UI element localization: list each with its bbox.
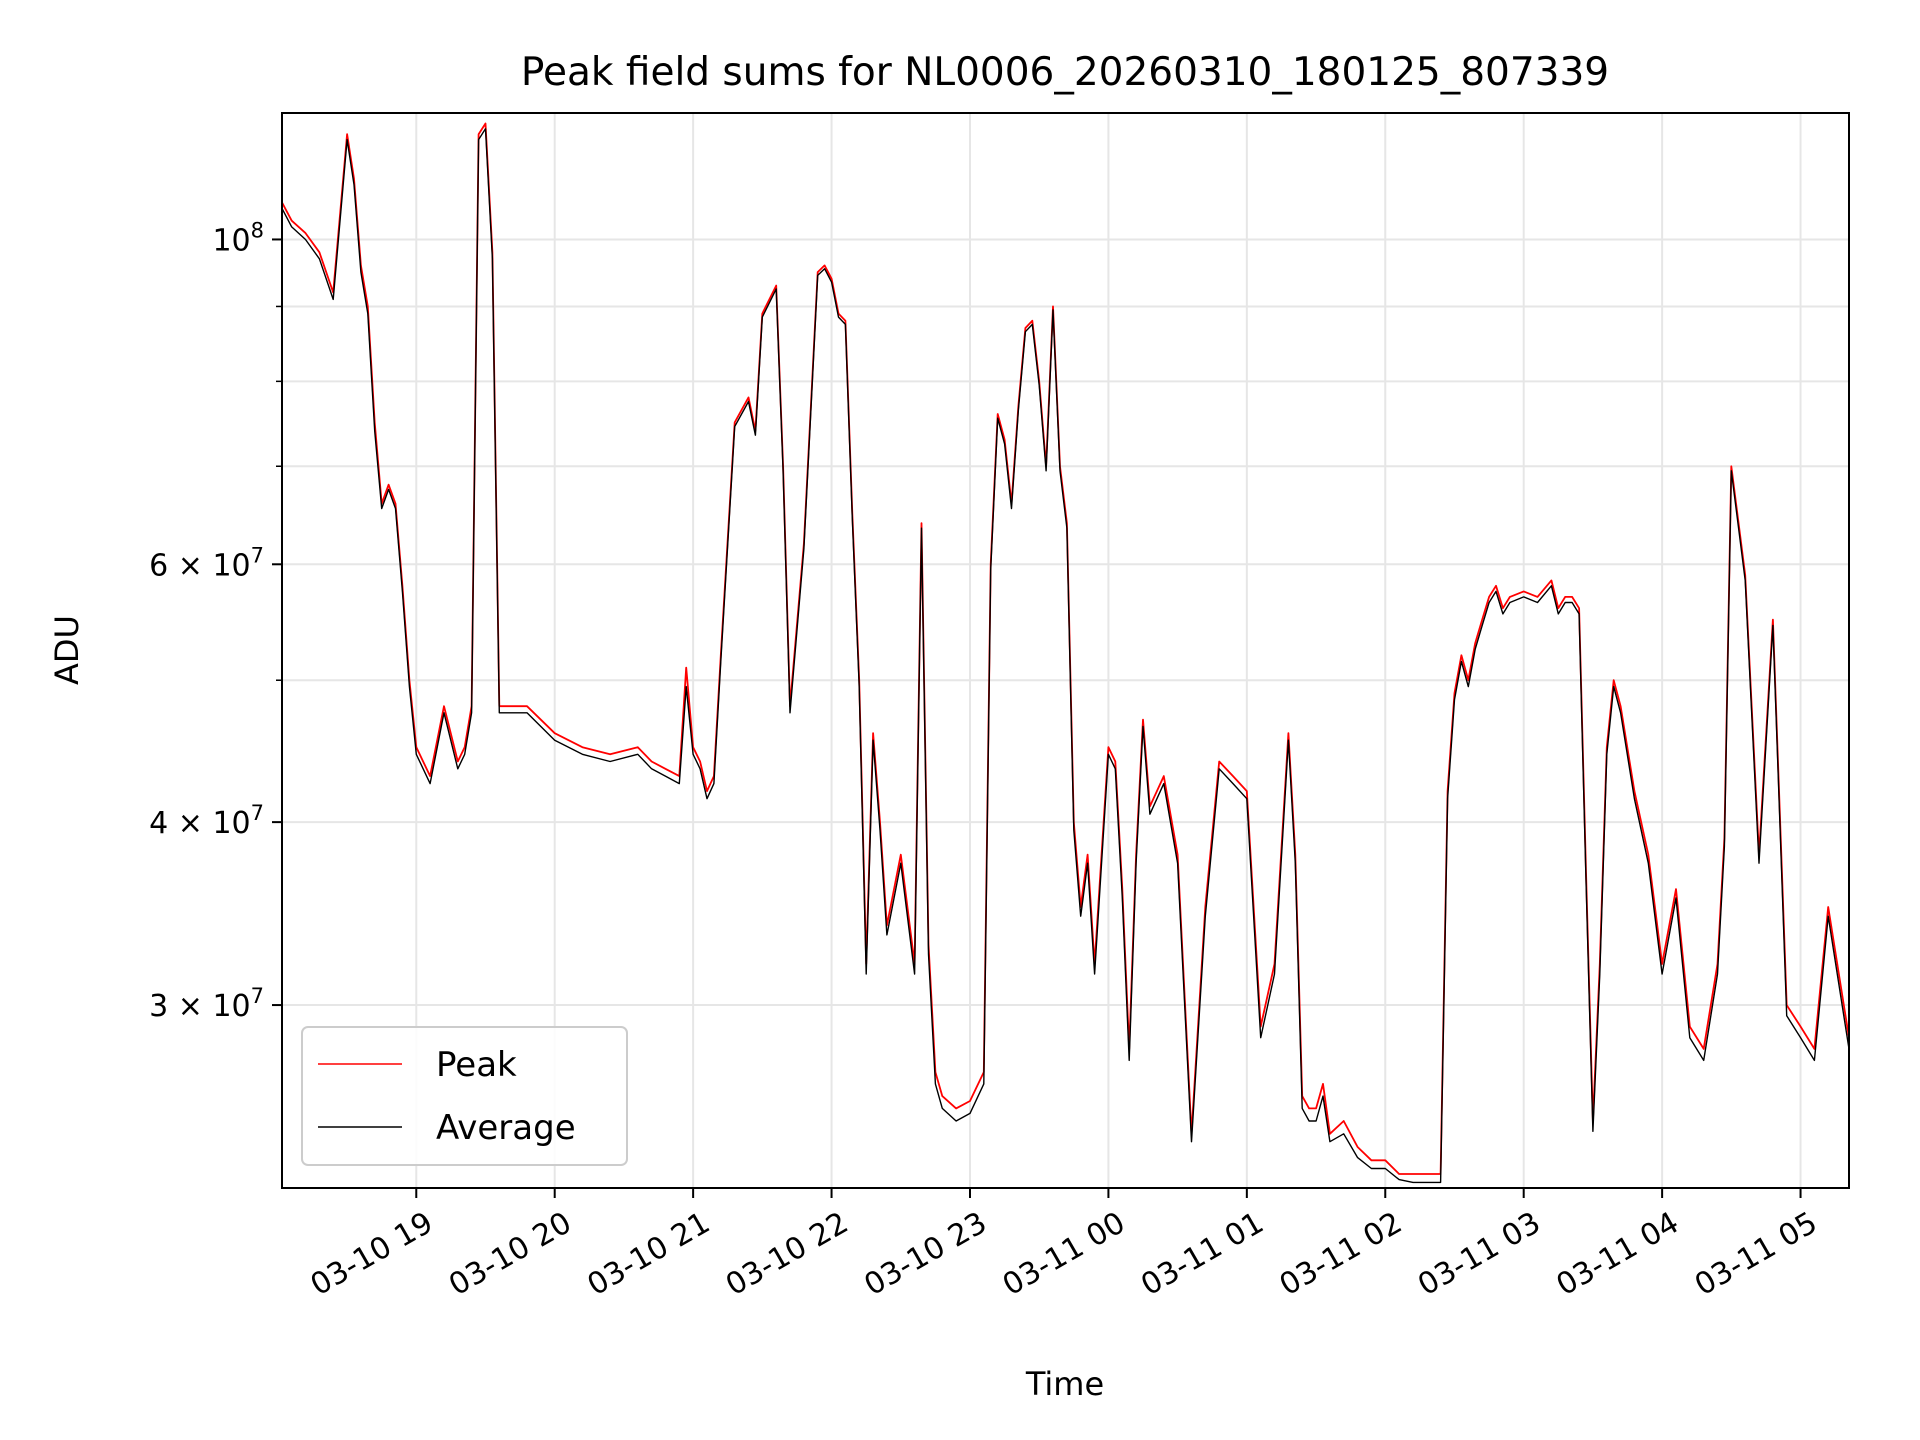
legend-label-peak: Peak [436, 1045, 517, 1085]
legend-box [301, 1026, 628, 1166]
series-lines [281, 122, 1850, 1184]
y-tick-label: 4 × 107 [149, 801, 264, 841]
series-line-average [281, 128, 1850, 1184]
legend-label-average: Average [436, 1108, 576, 1148]
y-axis: 3 × 107 4 × 107 6 × 107 108 [149, 218, 282, 1024]
y-tick-label: 108 [212, 218, 264, 258]
y-axis-title: ADU [48, 615, 86, 685]
y-tick-label: 3 × 107 [149, 984, 264, 1024]
plot-frame [281, 112, 1850, 1189]
chart-title: Peak field sums for NL0006_20260310_1801… [521, 50, 1609, 95]
y-tick-label: 6 × 107 [149, 543, 264, 583]
legend: Peak Average [301, 1026, 628, 1166]
x-axis-title: Time [1025, 1365, 1104, 1403]
grid-lines [282, 113, 1849, 1188]
